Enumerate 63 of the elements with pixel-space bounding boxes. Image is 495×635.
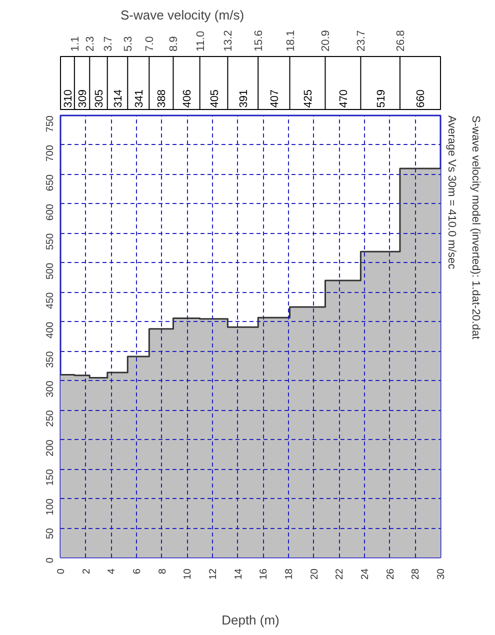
text: 305 — [94, 89, 106, 108]
y-tick-label: 600 — [45, 203, 56, 221]
y-tick-label: 0 — [45, 557, 56, 564]
text: 309 — [77, 89, 90, 108]
text: 341 — [133, 89, 146, 108]
text: 406 — [182, 89, 194, 108]
x-tick-label: 0 — [56, 568, 67, 574]
x-tick-label: 12 — [208, 568, 219, 580]
y-tick-label: 500 — [45, 262, 56, 280]
x-tick-label: 10 — [182, 568, 194, 580]
text: 388 — [156, 89, 168, 108]
x2-tick-label: 1.1 — [69, 36, 82, 52]
y-tick-label: 350 — [45, 350, 56, 368]
text: 425 — [302, 89, 314, 108]
text: Average Vs 30m = 410.0 m/sec — [446, 116, 458, 270]
x-tick-label: 20 — [309, 568, 320, 580]
x-tick-label: 4 — [106, 568, 118, 574]
x-tick-label: 28 — [410, 568, 422, 580]
x-tick-label: 22 — [334, 568, 346, 580]
x-tick-label: 26 — [385, 568, 396, 580]
text: 519 — [375, 89, 388, 108]
text: 470 — [338, 89, 350, 108]
x-tick-label: 24 — [360, 568, 371, 580]
y-tick-label: 700 — [45, 144, 56, 162]
y-tick-label: 650 — [45, 174, 56, 192]
x-tick-label: 30 — [436, 568, 447, 580]
x-axis-title: Depth (m) — [222, 612, 280, 628]
y-tick-label: 400 — [45, 321, 56, 338]
y-tick-label: 100 — [45, 498, 56, 516]
text: S-wave velocity model (inverted): 1.dat-20.dat — [470, 116, 482, 340]
x2-tick-label: 7.0 — [144, 36, 156, 52]
y-tick-label: 200 — [45, 439, 56, 456]
y-tick-label: 250 — [45, 410, 56, 427]
x2-tick-label: 2.3 — [84, 36, 97, 52]
x2-tick-label: 11.0 — [194, 30, 207, 52]
x-tick-label: 2 — [81, 568, 92, 574]
x-tick-label: 14 — [233, 568, 244, 580]
x-tick-label: 8 — [157, 568, 168, 574]
y-tick-label: 150 — [45, 468, 56, 486]
x2-tick-label: 3.7 — [102, 36, 114, 52]
x2-tick-label: 5.3 — [122, 36, 135, 52]
y-axis-title: S-wave velocity (m/s) — [120, 8, 244, 22]
text: 391 — [238, 89, 250, 108]
text: 405 — [208, 89, 221, 108]
x2-tick-label: 20.9 — [320, 30, 332, 52]
y-tick-label: 550 — [45, 232, 56, 250]
x-tick-label: 18 — [284, 568, 295, 580]
text: 310 — [62, 89, 74, 108]
x2-tick-label: 23.7 — [356, 30, 368, 52]
x-tick-label: 16 — [258, 568, 270, 580]
y-tick-label: 750 — [45, 115, 56, 132]
y-tick-label: 450 — [45, 292, 56, 309]
y-tick-label: 50 — [45, 528, 56, 540]
x2-tick-label: 15.6 — [253, 30, 266, 52]
x2-tick-label: 26.8 — [394, 30, 407, 52]
x2-tick-label: 13.2 — [222, 30, 235, 52]
y-tick-label: 300 — [45, 380, 56, 398]
text: 660 — [415, 89, 428, 108]
text: 407 — [268, 89, 281, 108]
text: 314 — [112, 89, 124, 108]
x2-tick-label: 8.9 — [168, 36, 180, 52]
x-tick-label: 6 — [132, 568, 143, 574]
x2-tick-label: 18.1 — [284, 30, 297, 52]
